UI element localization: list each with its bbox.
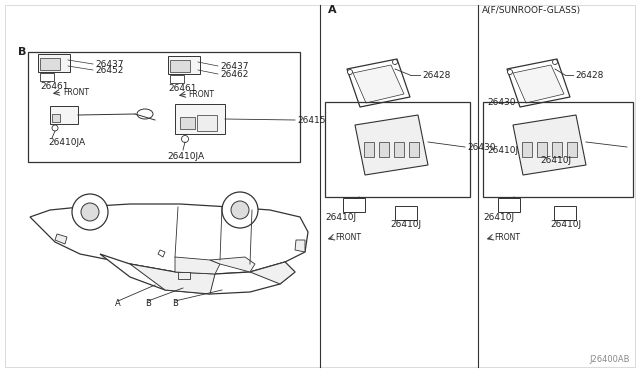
Bar (170, 75, 184, 83)
Circle shape (348, 70, 353, 74)
Circle shape (508, 70, 513, 74)
Circle shape (182, 135, 189, 142)
Bar (522, 142, 532, 157)
Text: FRONT: FRONT (494, 232, 520, 241)
Circle shape (222, 192, 258, 228)
Bar (409, 142, 419, 157)
Polygon shape (100, 254, 295, 294)
Bar (325, 102, 470, 197)
Polygon shape (295, 240, 305, 252)
Text: A(F/SUNROOF-GLASS): A(F/SUNROOF-GLASS) (482, 6, 581, 15)
Text: 26410JA: 26410JA (167, 151, 204, 160)
Text: 26430: 26430 (487, 97, 515, 106)
Text: B: B (172, 299, 178, 308)
Text: B: B (18, 47, 26, 57)
Text: FRONT: FRONT (188, 90, 214, 99)
Bar (364, 142, 374, 157)
Bar (28, 52, 300, 162)
Bar (175, 104, 225, 134)
Text: 26428: 26428 (422, 71, 451, 80)
Polygon shape (250, 262, 295, 284)
Polygon shape (353, 65, 404, 103)
Text: B: B (145, 299, 151, 308)
Bar (554, 206, 576, 220)
Text: 26415: 26415 (297, 115, 326, 125)
Text: 26461: 26461 (40, 81, 68, 90)
Bar (197, 115, 217, 131)
Bar (379, 142, 389, 157)
Bar (170, 60, 190, 72)
Text: 26410J: 26410J (390, 219, 421, 228)
Bar (40, 58, 60, 70)
Bar (395, 206, 417, 220)
Text: 26410JA: 26410JA (48, 138, 85, 147)
Bar (498, 198, 520, 212)
Circle shape (552, 60, 557, 64)
Circle shape (72, 194, 108, 230)
Polygon shape (513, 115, 586, 175)
Circle shape (81, 203, 99, 221)
Polygon shape (347, 59, 410, 107)
Bar (178, 272, 190, 279)
Circle shape (392, 60, 397, 64)
Text: 26410J: 26410J (540, 155, 571, 164)
Bar (537, 142, 547, 157)
Polygon shape (513, 65, 564, 103)
Text: FRONT: FRONT (63, 87, 89, 96)
Polygon shape (55, 234, 67, 244)
Polygon shape (130, 264, 215, 294)
Text: 26410J: 26410J (550, 219, 581, 228)
Polygon shape (30, 204, 308, 274)
Circle shape (231, 201, 249, 219)
Text: 26428: 26428 (575, 71, 604, 80)
Bar (50, 106, 78, 124)
Bar (38, 54, 70, 72)
Circle shape (52, 125, 58, 131)
Text: FRONT: FRONT (335, 232, 361, 241)
Bar (180, 117, 195, 129)
Bar (567, 142, 577, 157)
Bar (40, 73, 54, 81)
Polygon shape (355, 115, 428, 175)
Text: 26452: 26452 (95, 65, 124, 74)
Text: A: A (115, 299, 121, 308)
Polygon shape (158, 250, 165, 257)
Text: 26410J: 26410J (487, 145, 518, 154)
Bar (483, 102, 633, 197)
Bar (394, 142, 404, 157)
Text: 26461: 26461 (168, 83, 196, 93)
Text: 26462: 26462 (220, 70, 248, 78)
Bar (343, 198, 365, 212)
Text: J26400AB: J26400AB (589, 355, 630, 364)
Bar (52, 114, 60, 122)
Bar (168, 56, 200, 74)
Ellipse shape (137, 109, 153, 119)
Text: A: A (328, 5, 337, 15)
Text: 26430: 26430 (467, 142, 495, 151)
Text: 26437: 26437 (220, 61, 248, 71)
Polygon shape (507, 59, 570, 107)
Polygon shape (175, 257, 220, 274)
Bar (552, 142, 562, 157)
Text: 26410J: 26410J (483, 212, 514, 221)
Text: 26437: 26437 (95, 60, 124, 68)
Polygon shape (210, 257, 255, 272)
Text: 26410J: 26410J (325, 212, 356, 221)
